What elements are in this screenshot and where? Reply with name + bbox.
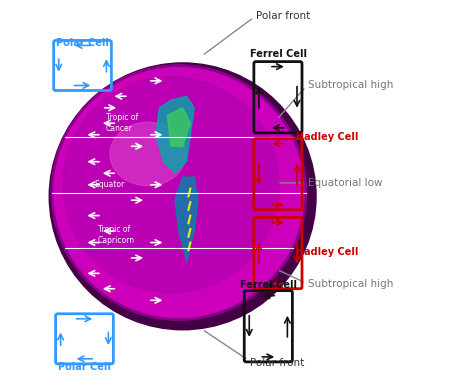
Text: Equator: Equator <box>94 180 124 189</box>
Ellipse shape <box>110 122 186 186</box>
Text: Hadley Cell: Hadley Cell <box>296 247 359 257</box>
Text: Polar Cell: Polar Cell <box>58 362 111 372</box>
Ellipse shape <box>63 77 279 293</box>
Text: Polar front: Polar front <box>250 358 304 368</box>
Ellipse shape <box>49 63 316 330</box>
Text: Tropic of
Capricorn: Tropic of Capricorn <box>98 225 135 244</box>
Text: Hadley Cell: Hadley Cell <box>296 132 359 142</box>
Text: Subtropical high: Subtropical high <box>308 279 393 289</box>
Text: Ferrel Cell: Ferrel Cell <box>240 280 297 290</box>
Text: Polar front: Polar front <box>256 11 310 21</box>
Text: Ferrel Cell: Ferrel Cell <box>250 49 306 59</box>
Ellipse shape <box>52 65 306 320</box>
Text: Equatorial low: Equatorial low <box>308 178 382 188</box>
Text: Polar Cell: Polar Cell <box>56 38 109 48</box>
Text: Subtropical high: Subtropical high <box>308 80 393 90</box>
Polygon shape <box>167 108 190 146</box>
Polygon shape <box>156 96 194 173</box>
Polygon shape <box>175 177 198 262</box>
Text: Tropic of
Cancer: Tropic of Cancer <box>106 113 138 133</box>
